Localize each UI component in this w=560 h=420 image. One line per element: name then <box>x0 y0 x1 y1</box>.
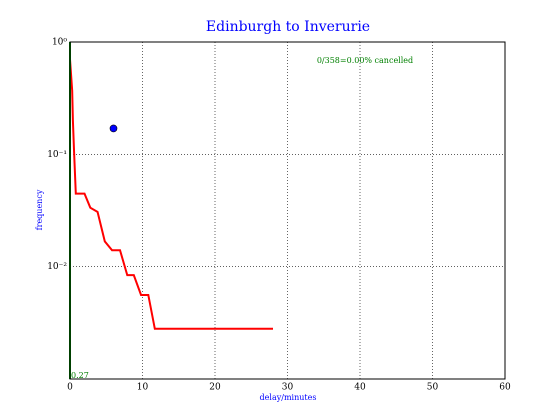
x-tick-label: 10 <box>137 383 149 393</box>
plot-frame <box>69 41 506 380</box>
x-tick-label: 20 <box>209 383 221 393</box>
annotation: 0/358=0.00% cancelled <box>317 56 413 65</box>
annotation: 0.27 <box>71 371 89 380</box>
y-tick-label: 10⁻² <box>47 262 67 272</box>
x-tick-label: 40 <box>354 383 366 393</box>
data-line <box>69 59 273 330</box>
x-tick-label: 0 <box>67 383 73 393</box>
data-point <box>109 124 118 133</box>
x-tick-label: 50 <box>427 383 439 393</box>
chart-title: Edinburgh to Inverurie <box>206 19 370 35</box>
x-tick-label: 60 <box>499 383 511 393</box>
y-tick-label: 10⁻¹ <box>47 150 67 160</box>
x-tick-label: 30 <box>282 383 294 393</box>
y-axis-label: frequency <box>35 189 44 230</box>
x-axis-label: delay/minutes <box>260 393 317 402</box>
y-tick-label: 10⁰ <box>52 38 67 48</box>
